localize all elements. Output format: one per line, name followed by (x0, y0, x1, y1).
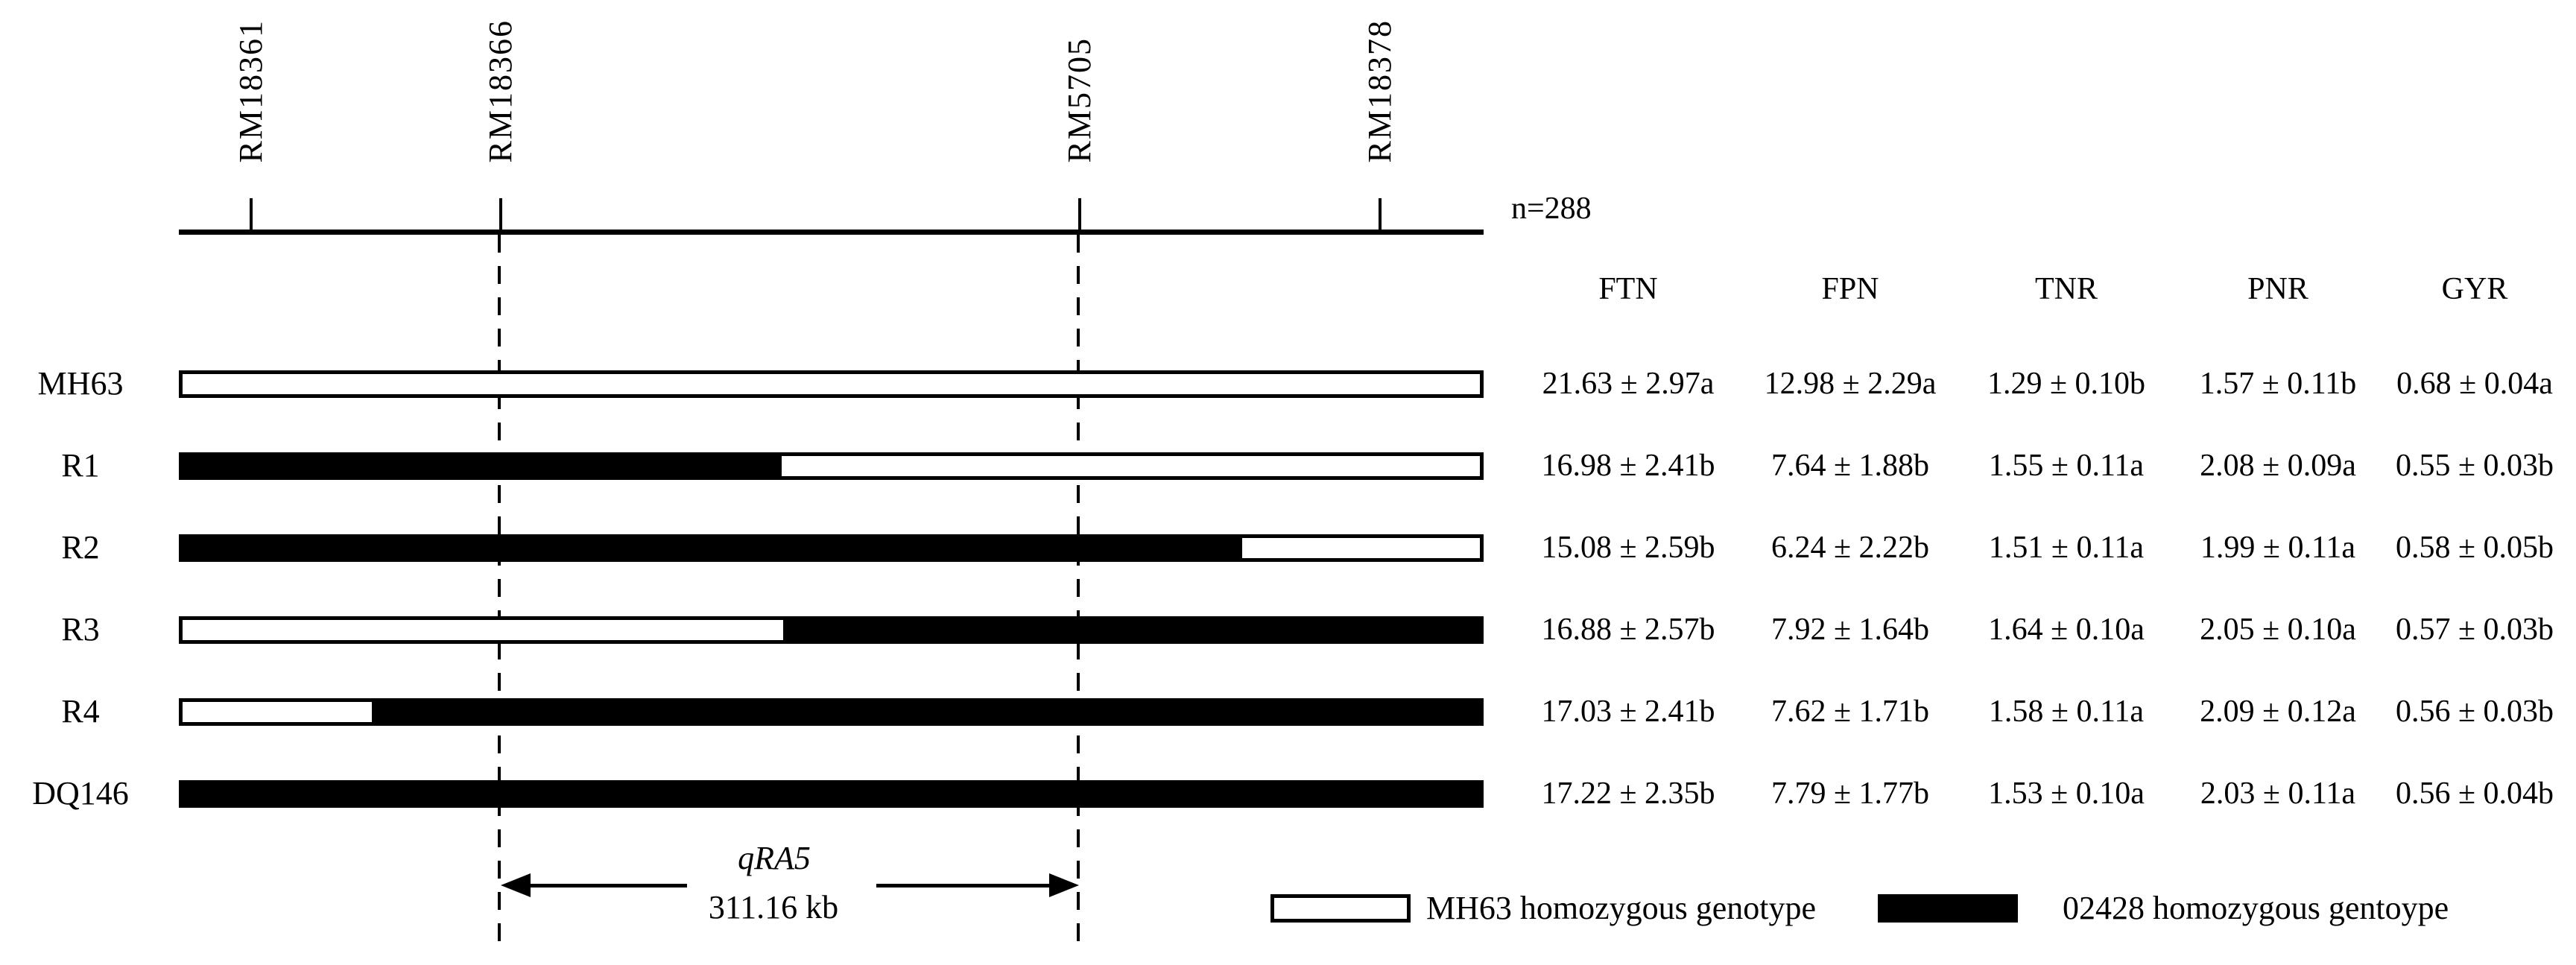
dashed-line-rm5705 (1077, 235, 1080, 948)
right-arrow-icon (1049, 873, 1079, 897)
row-label-r4: R4 (61, 693, 100, 730)
genotype-bar-mh63 (179, 370, 1484, 398)
ruler-tick-rm18378 (1379, 198, 1382, 230)
row-label-r2: R2 (61, 529, 100, 566)
qtl-arrow-line-left (523, 884, 687, 888)
trait-value: 0.55 ± 0.03b (2395, 449, 2554, 483)
column-header-tnr: TNR (2035, 272, 2098, 306)
column-header-gyr: GYR (2441, 272, 2508, 306)
trait-value: 17.03 ± 2.41b (1541, 695, 1715, 729)
trait-value: 0.56 ± 0.04b (2395, 776, 2554, 811)
trait-value: 2.05 ± 0.10a (2200, 613, 2356, 647)
genotype-bar-r3 (179, 616, 1484, 644)
trait-value: 1.64 ± 0.10a (1988, 613, 2145, 647)
trait-value: 1.53 ± 0.10a (1988, 776, 2145, 811)
genotype-segment-MH63 (782, 456, 1480, 476)
trait-value: 7.92 ± 1.64b (1770, 613, 1930, 647)
marker-label-rm5705: RM5705 (1061, 37, 1098, 162)
column-header-ftn: FTN (1598, 272, 1658, 306)
column-header-pnr: PNR (2247, 272, 2308, 306)
dashed-line-rm18366 (498, 235, 501, 948)
trait-value: 16.88 ± 2.57b (1541, 613, 1715, 647)
legend-label-mh63: MH63 homozygous genotype (1426, 890, 1817, 926)
trait-value: 1.99 ± 0.11a (2200, 531, 2356, 565)
trait-value: 2.08 ± 0.09a (2200, 449, 2356, 483)
genotype-segment-02428 (183, 784, 1480, 804)
genotype-segment-MH63 (183, 702, 373, 722)
trait-value: 21.63 ± 2.97a (1542, 367, 1715, 401)
trait-value: 7.62 ± 1.71b (1770, 695, 1930, 729)
genotype-bar-r4 (179, 698, 1484, 726)
legend-swatch-mh63 (1270, 894, 1411, 923)
marker-label-rm18378: RM18378 (1361, 19, 1398, 162)
trait-value: 1.29 ± 0.10b (1987, 367, 2146, 401)
genotype-segment-02428 (183, 456, 782, 476)
trait-value: 0.58 ± 0.05b (2395, 531, 2554, 565)
trait-value: 12.98 ± 2.29a (1764, 367, 1937, 401)
genotype-segment-02428 (372, 702, 1480, 722)
column-header-fpn: FPN (1821, 272, 1879, 306)
chromosome-ruler-line (179, 230, 1484, 235)
ruler-tick-rm18366 (499, 198, 502, 230)
trait-value: 15.08 ± 2.59b (1541, 531, 1715, 565)
trait-value: 17.22 ± 2.35b (1541, 776, 1715, 811)
trait-value: 16.98 ± 2.41b (1541, 449, 1715, 483)
row-label-dq146: DQ146 (32, 775, 129, 811)
trait-value: 2.03 ± 0.11a (2200, 776, 2356, 811)
marker-label-rm18361: RM18361 (232, 19, 269, 162)
row-label-mh63: MH63 (37, 365, 124, 402)
marker-label-rm18366: RM18366 (482, 19, 519, 162)
genotype-segment-MH63 (183, 620, 784, 640)
trait-value: 1.58 ± 0.11a (1988, 695, 2145, 729)
trait-value: 1.55 ± 0.11a (1988, 449, 2145, 483)
trait-value: 7.79 ± 1.77b (1770, 776, 1930, 811)
trait-value: 1.51 ± 0.11a (1988, 531, 2145, 565)
qtl-name-label: qRA5 (738, 840, 811, 876)
trait-value: 0.56 ± 0.03b (2395, 695, 2554, 729)
trait-value: 0.68 ± 0.04a (2396, 367, 2553, 401)
ruler-tick-rm5705 (1078, 198, 1081, 230)
row-label-r1: R1 (61, 447, 100, 484)
qtl-size-label: 311.16 kb (708, 889, 839, 926)
legend-label-02428: 02428 homozygous gentoype (2063, 890, 2449, 926)
legend-swatch-02428 (1878, 894, 2018, 923)
trait-value: 1.57 ± 0.11b (2199, 367, 2357, 401)
genotype-segment-02428 (783, 620, 1480, 640)
qtl-arrow-line-right (876, 884, 1052, 888)
trait-value: 2.09 ± 0.12a (2200, 695, 2356, 729)
genotype-bar-r2 (179, 534, 1484, 562)
trait-value: 0.57 ± 0.03b (2395, 613, 2554, 647)
population-size-label: n=288 (1511, 192, 1592, 226)
trait-value: 6.24 ± 2.22b (1770, 531, 1930, 565)
genotype-segment-MH63 (1242, 538, 1480, 558)
genotype-segment-02428 (183, 538, 1243, 558)
genotype-bar-r1 (179, 452, 1484, 480)
trait-value: 7.64 ± 1.88b (1770, 449, 1930, 483)
genotype-bar-dq146 (179, 780, 1484, 808)
genotype-segment-MH63 (183, 374, 1480, 394)
row-label-r3: R3 (61, 611, 100, 648)
ruler-tick-rm18361 (250, 198, 253, 230)
